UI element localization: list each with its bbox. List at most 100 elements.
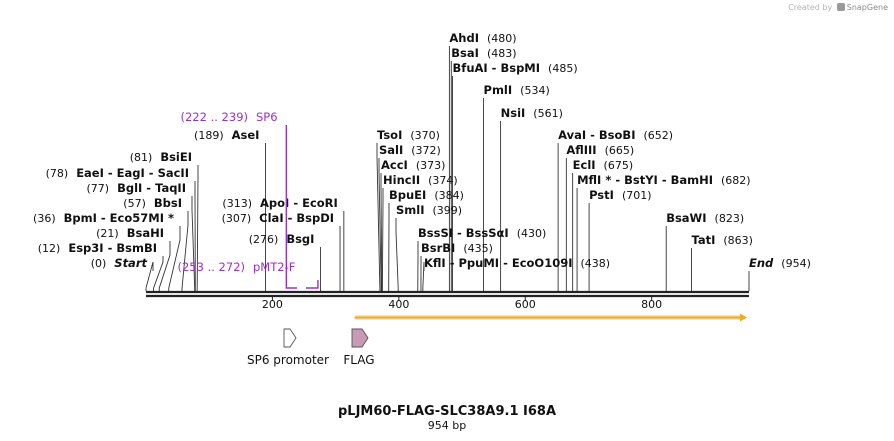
- feature-flag-arrow: [351, 328, 369, 348]
- map-length: 954 bp: [428, 419, 466, 432]
- site-label: AccI: [381, 158, 408, 172]
- primer-sp6-range: (222 .. 239): [181, 110, 249, 124]
- site-label: Esp3I - BsmBI: [68, 241, 157, 255]
- site-label: BsiEI: [160, 150, 192, 164]
- site-position: (189): [194, 129, 224, 142]
- site-position: (57): [123, 197, 146, 210]
- ruler-tick-label: 400: [388, 298, 409, 311]
- site-label: ApoI - EcoRI: [260, 196, 338, 210]
- site-position: (483): [487, 47, 517, 60]
- site-label: PstI: [589, 188, 614, 202]
- site-label: AvaI - BsoBI: [558, 128, 635, 142]
- site-position: (373): [416, 159, 446, 172]
- site-label: SmlI: [396, 203, 425, 217]
- ruler-tick-label: 200: [262, 298, 283, 311]
- feature-sp6-promoter-arrow: [283, 328, 297, 348]
- site-label: BsaI: [451, 46, 479, 60]
- site-leader: [381, 188, 384, 291]
- site-label: PmlI: [484, 83, 513, 97]
- site-label: BbsI: [154, 196, 182, 210]
- site-leader-lines: [145, 46, 750, 291]
- site-leader: [153, 256, 164, 291]
- site-position: (652): [643, 129, 673, 142]
- primer-sp6-mark: [285, 125, 298, 289]
- site-leader: [181, 211, 189, 291]
- ruler-ticks: 200 400 600 800: [262, 297, 662, 311]
- site-leader: [168, 226, 181, 291]
- site-leader: [395, 218, 399, 291]
- site-label: NsiI: [501, 106, 526, 120]
- site-position: (77): [86, 182, 109, 195]
- site-label: AflIII: [566, 143, 596, 157]
- orf-arrow: [354, 313, 747, 322]
- site-label: TatI: [691, 233, 715, 247]
- site-position: (384): [434, 189, 464, 202]
- orf-arrowhead: [740, 313, 747, 322]
- site-position: (21): [96, 227, 119, 240]
- site-label: BssSI - BssSαI: [418, 226, 509, 240]
- site-position: (276): [249, 233, 279, 246]
- site-label: BpuEI: [389, 188, 426, 202]
- feature-flag-label: FLAG: [343, 353, 374, 367]
- site-label: Start: [114, 256, 147, 270]
- site-position: (313): [222, 197, 252, 210]
- primer-sp6-label: SP6: [256, 110, 278, 124]
- site-position: (374): [428, 174, 458, 187]
- site-position: (12): [38, 242, 61, 255]
- dna-backbone: [146, 290, 749, 298]
- site-position: (438): [580, 257, 610, 270]
- primer-pmt2f-label: pMT2-F: [253, 260, 295, 274]
- site-label: BglI - TaqII: [117, 181, 186, 195]
- site-leader: [145, 261, 154, 291]
- site-leader: [378, 158, 382, 291]
- site-label: KflI - PpuMI - EcoO109I: [424, 256, 572, 270]
- snapgene-logo-icon: [836, 3, 845, 11]
- feature-sp6-promoter-label: SP6 promoter: [247, 353, 329, 367]
- site-label: AseI: [232, 128, 260, 142]
- features: SP6 promoter FLAG: [247, 328, 375, 367]
- site-position: (682): [721, 174, 751, 187]
- site-label: AhdI: [449, 31, 479, 45]
- watermark-prefix: Created by: [788, 3, 833, 12]
- site-label: BsgI: [286, 232, 314, 246]
- watermark-brand: SnapGene: [846, 3, 888, 12]
- primers: SP6 (222 .. 239) pMT2-F (253 .. 272): [178, 110, 319, 289]
- site-position: (399): [433, 204, 463, 217]
- site-label: BsaHI: [127, 226, 164, 240]
- map-title: pLJM60-FLAG-SLC38A9.1 I68A: [338, 404, 556, 419]
- site-position: (0): [91, 257, 107, 270]
- site-label: SalI: [379, 143, 403, 157]
- site-label: BsaWI: [666, 211, 706, 225]
- site-leader: [158, 241, 171, 291]
- site-leader: [380, 173, 383, 291]
- site-position: (665): [605, 144, 635, 157]
- site-leader: [422, 261, 425, 291]
- site-leader: [376, 143, 381, 291]
- site-position: (307): [222, 212, 252, 225]
- primer-pmt2f-mark: [305, 280, 319, 289]
- ruler-tick-label: 800: [641, 298, 662, 311]
- site-leader: [196, 165, 199, 291]
- site-position: (863): [723, 234, 753, 247]
- site-label: BsrBI: [421, 241, 455, 255]
- site-position: (534): [520, 84, 550, 97]
- site-position: (701): [622, 189, 652, 202]
- site-position: (480): [487, 32, 517, 45]
- site-position: (823): [715, 212, 745, 225]
- site-labels: AhdI (480) BsaI (483)BfuAI - BspMI (485) PmlI…: [33, 31, 811, 270]
- site-label: HincII: [383, 173, 420, 187]
- site-position: (485): [548, 62, 578, 75]
- site-leader: [191, 196, 196, 291]
- site-label: BfuAI - BspMI: [453, 61, 540, 75]
- site-position: (954): [781, 257, 811, 270]
- site-position: (561): [533, 107, 563, 120]
- site-position: (36): [33, 212, 56, 225]
- site-label: EclI: [573, 158, 596, 172]
- site-label: BpmI - Eco57MI *: [64, 211, 174, 225]
- site-label: EaeI - EagI - SacII: [76, 166, 189, 180]
- site-position: (675): [604, 159, 634, 172]
- ruler-tick-label: 600: [515, 298, 536, 311]
- site-position: (372): [411, 144, 441, 157]
- site-label: ClaI - BspDI: [259, 211, 334, 225]
